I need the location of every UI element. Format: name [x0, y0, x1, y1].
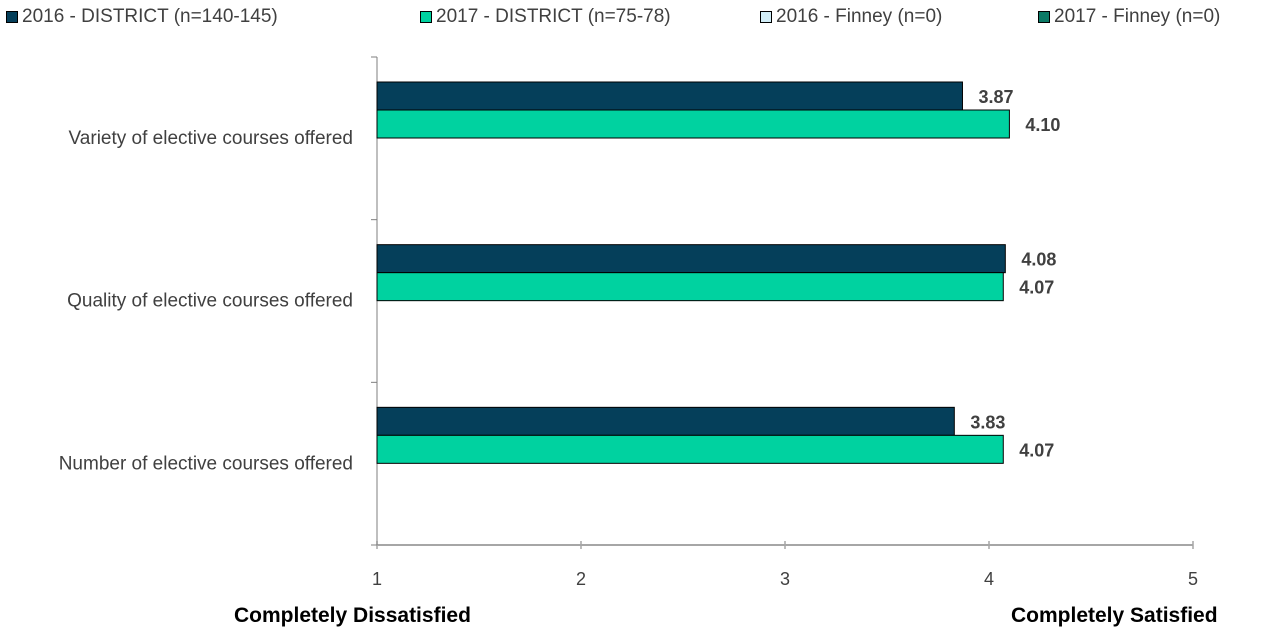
x-tick-label: 4 [984, 569, 994, 589]
legend-item-2016-district: 2016 - DISTRICT (n=140-145) [6, 6, 278, 28]
legend-swatch [1038, 11, 1050, 23]
legend-swatch [6, 11, 18, 23]
legend-item-2017-district: 2017 - DISTRICT (n=75-78) [420, 6, 671, 28]
bar [376, 109, 1010, 139]
bar [376, 244, 1006, 274]
legend-label: 2016 - DISTRICT (n=140-145) [22, 6, 278, 27]
bar [376, 406, 955, 436]
bar-chart: 1 2 3 4 5 Variety of elective courses offered… [59, 56, 1198, 589]
scale-high-label: Completely Satisfied [1011, 604, 1218, 627]
data-label: 4.07 [1019, 440, 1054, 460]
legend-label: 2016 - Finney (n=0) [776, 6, 943, 27]
x-tick-label: 1 [372, 569, 382, 589]
legend: 2016 - DISTRICT (n=140-145) 2017 - DISTR… [0, 6, 1272, 36]
bar [376, 434, 1004, 464]
data-label: 3.87 [978, 87, 1013, 107]
legend-label: 2017 - DISTRICT (n=75-78) [436, 6, 671, 27]
category-label: Quality of elective courses offered [67, 291, 353, 312]
x-tick-label: 2 [576, 569, 586, 589]
bar [376, 81, 963, 111]
legend-label: 2017 - Finney (n=0) [1054, 6, 1221, 27]
x-tick-label: 5 [1188, 569, 1198, 589]
data-label: 4.08 [1021, 250, 1056, 270]
legend-swatch [420, 11, 432, 23]
data-label: 4.10 [1025, 115, 1060, 135]
legend-swatch [760, 11, 772, 23]
category-label: Variety of elective courses offered [69, 128, 353, 149]
legend-item-2017-finney: 2017 - Finney (n=0) [1038, 6, 1220, 28]
data-label: 3.83 [970, 412, 1005, 432]
category-label: Number of elective courses offered [59, 453, 353, 474]
scale-low-label: Completely Dissatisfied [234, 604, 471, 627]
legend-item-2016-finney: 2016 - Finney (n=0) [760, 6, 942, 28]
x-tick-label: 3 [780, 569, 790, 589]
data-label: 4.07 [1019, 278, 1054, 298]
bar [376, 272, 1004, 302]
